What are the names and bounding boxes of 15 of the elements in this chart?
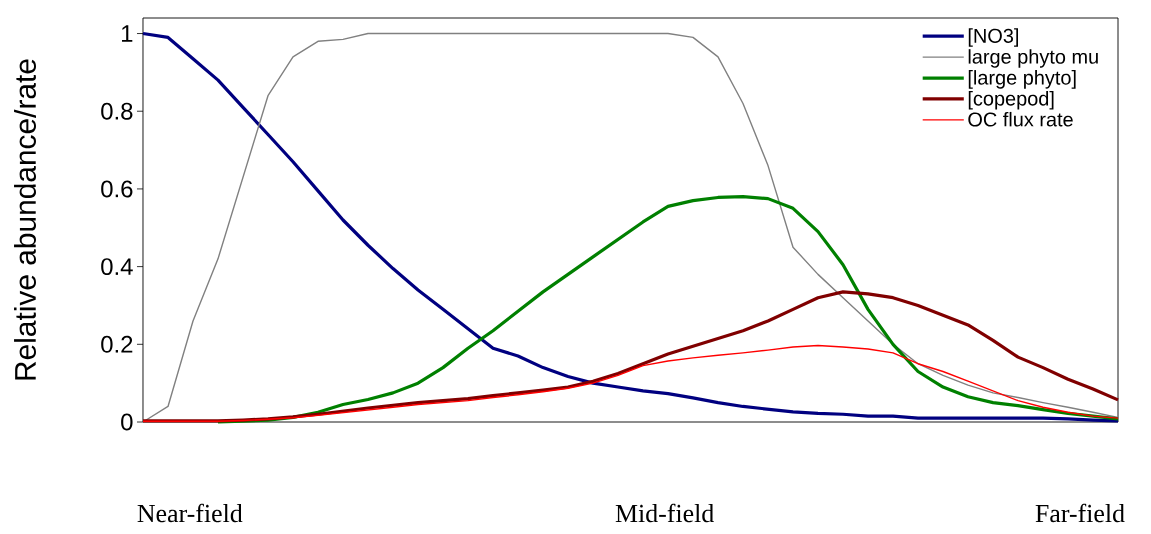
text: Far-field [1035, 503, 1125, 523]
legend-label: large phyto mu [968, 49, 1098, 68]
legend-label: OC flux rate [968, 111, 1073, 127]
legend-label: [NO3] [968, 28, 1018, 47]
legend-label: [copepod] [968, 91, 1054, 110]
y-tick-label: 1 [122, 25, 133, 42]
y-tick-label: 0 [121, 413, 133, 431]
y-axis-title: Relative abundance/rate [14, 59, 36, 380]
y-tick-label: 0.6 [101, 180, 133, 198]
legend-label: [large phyto] [968, 70, 1076, 89]
text: Mid-field [615, 503, 714, 523]
y-tick-label: 0.4 [101, 258, 133, 276]
text: Near-field [137, 503, 243, 523]
y-tick-label: 0.8 [101, 102, 133, 120]
y-tick-label: 0.2 [101, 335, 133, 353]
